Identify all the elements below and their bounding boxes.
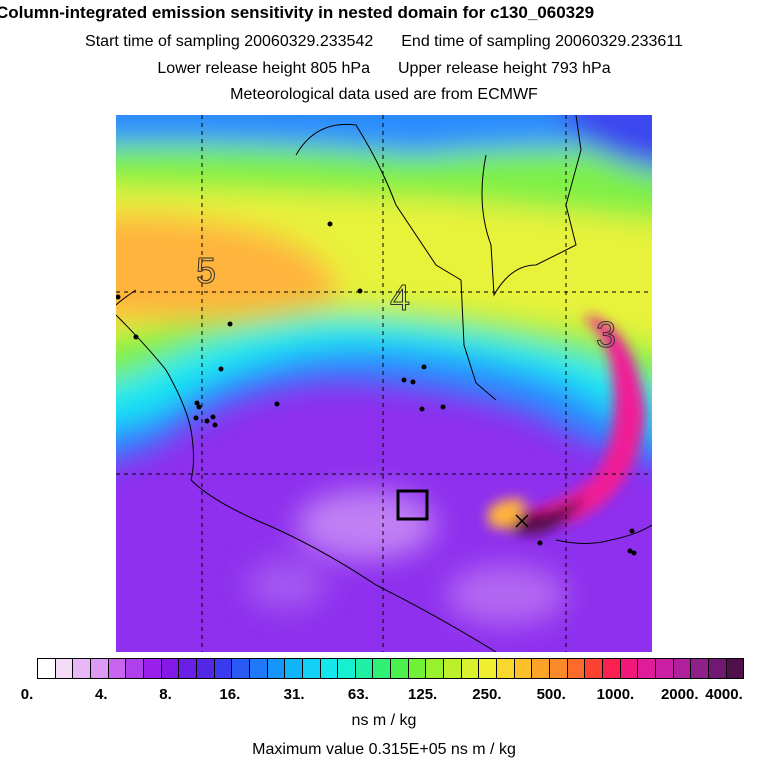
legend-swatch xyxy=(444,659,462,678)
legend-swatch xyxy=(285,659,303,678)
legend-tick-label: 63. xyxy=(347,686,369,703)
legend-unit: ns m / kg xyxy=(351,712,417,729)
legend-swatch xyxy=(426,659,445,678)
legend-swatch xyxy=(55,659,74,678)
legend-swatch xyxy=(514,659,533,678)
legend-swatch xyxy=(708,659,727,678)
release-heights: Lower release height 805 hPa Upper releas… xyxy=(0,60,768,78)
legend-swatch xyxy=(355,659,374,678)
legend-tick-label: 0. xyxy=(20,686,34,703)
map-svg: 5 4 3 xyxy=(116,115,652,652)
legend-tick-label: 31. xyxy=(283,686,305,703)
legend-swatch xyxy=(302,659,321,678)
legend-swatch xyxy=(567,659,586,678)
legend-tick-label: 250. xyxy=(472,686,502,703)
map-title: Column-integrated emission sensitivity i… xyxy=(0,3,595,22)
legend-swatch xyxy=(90,659,109,678)
site-markers xyxy=(116,221,637,556)
legend-swatch xyxy=(638,659,656,678)
legend-swatch xyxy=(726,659,744,678)
legend-swatch xyxy=(497,659,515,678)
legend-swatch xyxy=(338,659,356,678)
legend-tick-label: 500. xyxy=(536,686,566,703)
lower-release-label: Lower release height 805 hPa xyxy=(157,60,370,77)
legend-swatch xyxy=(532,659,551,678)
legend-swatch xyxy=(161,659,180,678)
legend-swatch xyxy=(196,659,215,678)
legend-swatch xyxy=(408,659,427,678)
legend-swatch xyxy=(603,659,621,678)
release-point-marker xyxy=(515,514,529,528)
grid-label-3: 3 xyxy=(596,314,616,355)
sampling-times: Start time of sampling 20060329.233542 En… xyxy=(0,33,768,51)
legend-swatch xyxy=(691,659,709,678)
legend-swatch xyxy=(179,659,197,678)
grid-label-5: 5 xyxy=(196,250,216,291)
maximum-value-label: Maximum value 0.315E+05 ns m / kg xyxy=(252,741,516,758)
legend-swatch xyxy=(585,659,603,678)
legend-swatch xyxy=(620,659,639,678)
legend-swatch xyxy=(73,659,91,678)
legend-swatch xyxy=(320,659,339,678)
legend-swatch xyxy=(479,659,498,678)
legend-tick-label: 16. xyxy=(219,686,241,703)
start-time-label: Start time of sampling 20060329.233542 xyxy=(85,33,374,50)
legend-tick-label: 125. xyxy=(408,686,438,703)
legend-tick-label: 2000. xyxy=(660,686,699,703)
met-data-label: Meteorological data used are from ECMWF xyxy=(230,86,538,103)
legend-swatch xyxy=(38,659,56,678)
sensitivity-field xyxy=(116,115,652,652)
upper-release-label: Upper release height 793 hPa xyxy=(398,60,611,77)
legend-tick-label: 4. xyxy=(95,686,108,703)
sensitivity-map: 5 4 3 xyxy=(116,115,652,652)
color-legend-bar xyxy=(37,658,744,679)
legend-swatch xyxy=(249,659,268,678)
legend-swatch xyxy=(108,659,127,678)
legend-tick-label: 4000. xyxy=(705,686,743,703)
legend-swatch xyxy=(126,659,144,678)
legend-tick-label: 1000. xyxy=(596,686,635,703)
grid-label-4: 4 xyxy=(390,277,410,318)
legend-swatch xyxy=(232,659,250,678)
legend-swatch xyxy=(655,659,674,678)
legend-swatch xyxy=(373,659,392,678)
legend-tick-label: 8. xyxy=(159,686,172,703)
legend-swatch xyxy=(214,659,233,678)
legend-swatch xyxy=(673,659,692,678)
legend-swatch xyxy=(267,659,286,678)
receptor-box xyxy=(396,489,429,521)
legend-swatch xyxy=(391,659,409,678)
legend-swatch xyxy=(143,659,162,678)
end-time-label: End time of sampling 20060329.233611 xyxy=(401,33,683,50)
legend-swatch xyxy=(550,659,568,678)
grid-lines xyxy=(116,115,652,652)
coastlines xyxy=(116,115,652,652)
grid-cell-labels: 5 4 3 xyxy=(196,250,617,356)
legend-swatch xyxy=(461,659,480,678)
